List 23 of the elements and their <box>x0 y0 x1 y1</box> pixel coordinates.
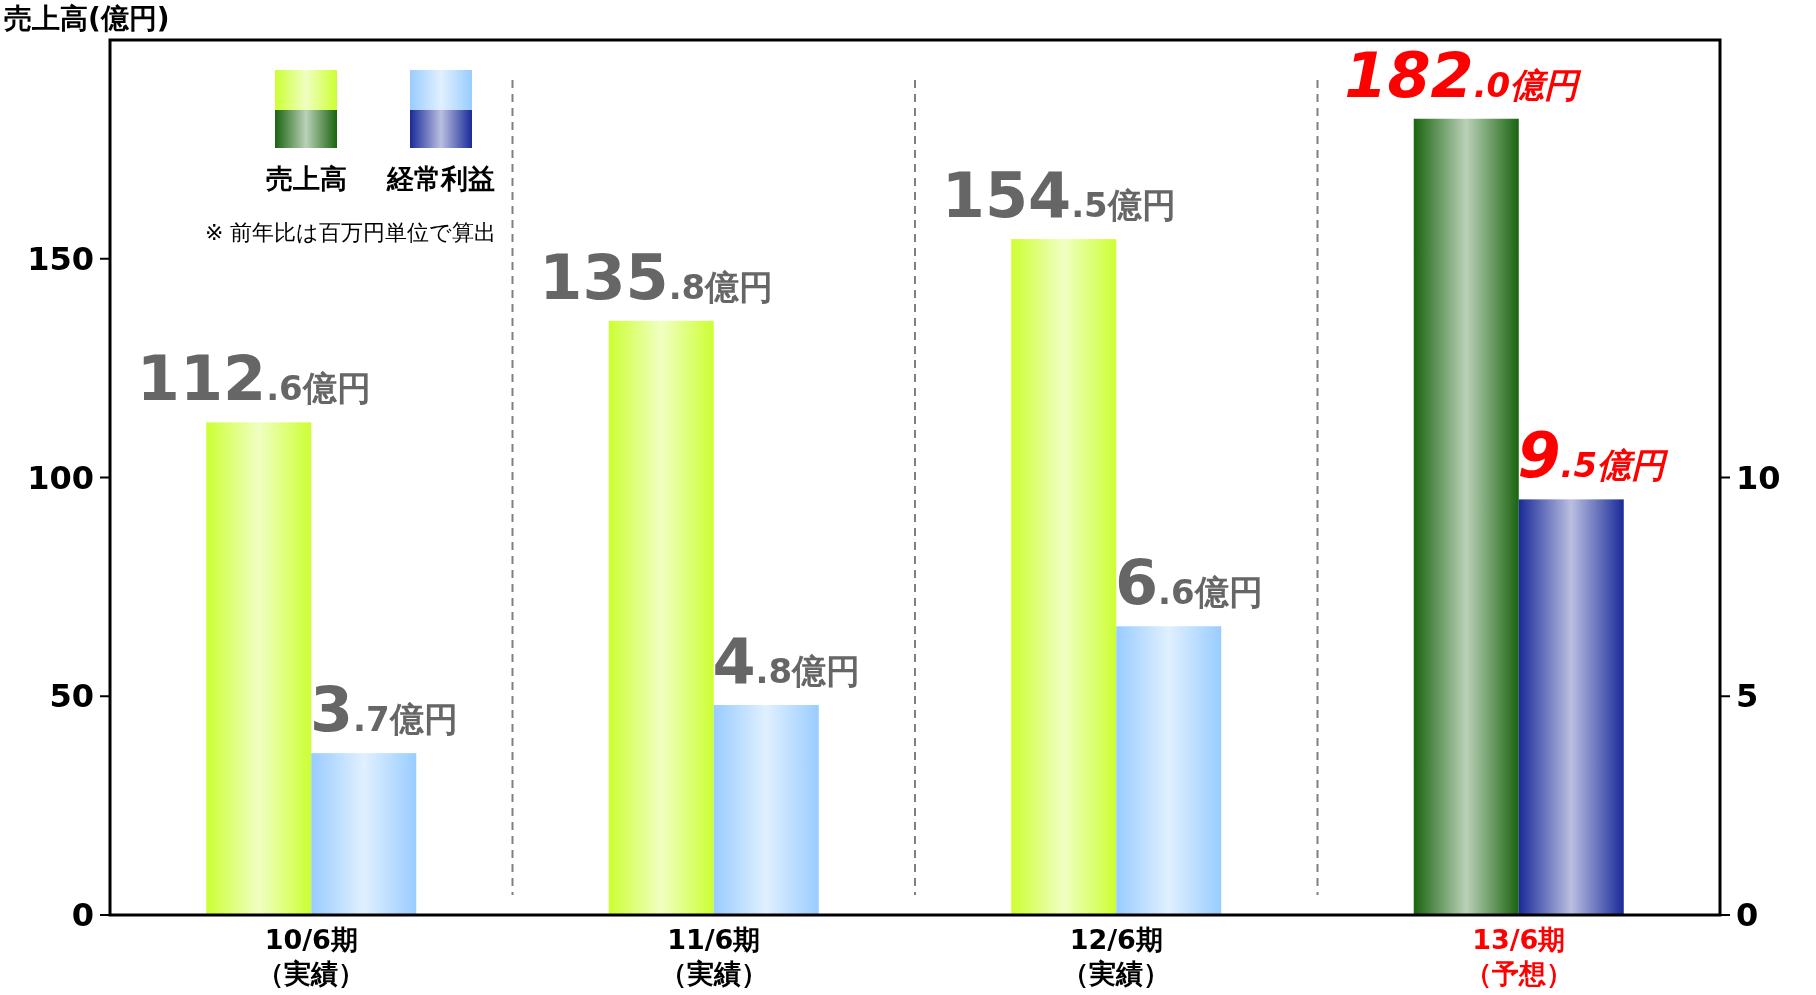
data-label: 4.8億円 <box>712 625 861 698</box>
y-tick-label: 50 <box>49 677 94 716</box>
data-label: 6.6億円 <box>1114 546 1263 620</box>
data-label: 112.6億円 <box>136 342 371 416</box>
y-axis-title: 売上高(億円) <box>4 2 170 35</box>
y-tick-label: 100 <box>27 458 94 497</box>
data-label: 3.7億円 <box>309 673 458 747</box>
y-tick-label: 150 <box>27 239 94 278</box>
x-tick-label: 13/6期（予想） <box>1463 923 1574 991</box>
legend-label: 経常利益 <box>386 163 495 194</box>
data-label: 9.5億円 <box>1517 419 1670 493</box>
y2-tick-label: 5 <box>1736 677 1759 716</box>
data-label: 154.5億円 <box>941 159 1176 233</box>
data-label: 135.8億円 <box>539 240 774 314</box>
y-tick-label: 0 <box>71 896 94 934</box>
x-tick-label: 11/6期（実績） <box>658 923 769 991</box>
x-tick-label: 12/6期（実績） <box>1061 923 1172 991</box>
legend-label: 売上高 <box>265 163 347 194</box>
x-tick-label: 10/6期（実績） <box>256 923 367 991</box>
y2-tick-label: 0 <box>1736 896 1759 934</box>
annotation: ※ 前年比は百万円単位で算出 <box>205 220 497 245</box>
y2-tick-label: 10 <box>1736 458 1781 497</box>
data-label: 182.0億円 <box>1344 38 1583 112</box>
